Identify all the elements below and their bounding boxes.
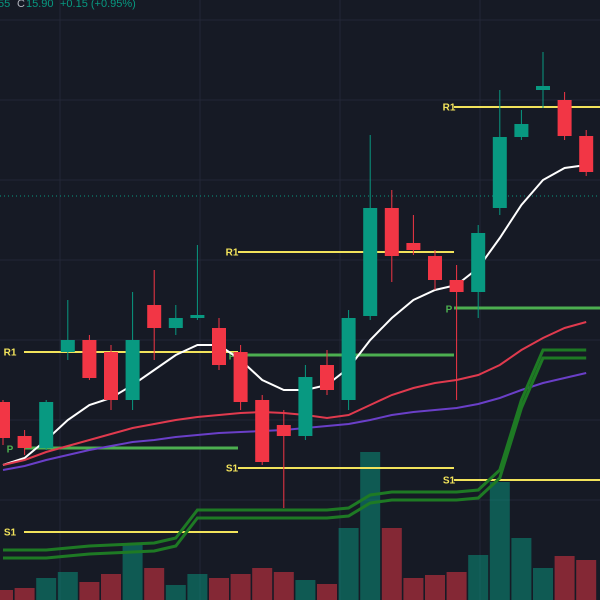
volume-bar [79, 582, 100, 600]
volume-bar [122, 544, 143, 600]
candle-body [82, 340, 97, 378]
candle-body [384, 208, 399, 256]
header-change: +0.15 (+0.95%) [60, 0, 136, 10]
candle-body [492, 137, 507, 208]
volume-bar [295, 580, 316, 600]
candle-body [406, 243, 421, 250]
candle-body [147, 305, 162, 328]
indicator-line [3, 356, 587, 560]
volume-bar [57, 572, 78, 600]
candle-body [514, 124, 529, 137]
volume-bar [533, 568, 553, 600]
candle-body [536, 86, 550, 90]
candle-body [255, 400, 270, 462]
volume-bar [36, 578, 57, 600]
pivot-label: P [7, 445, 14, 456]
header-close: 15.90 [26, 0, 54, 10]
candle-body [233, 352, 248, 402]
pivot-label: R1 [443, 103, 456, 114]
volume-bar [511, 538, 532, 600]
volume-bar [576, 560, 597, 600]
indicator-line [2, 321, 587, 466]
candle-body [557, 100, 572, 136]
candle-body [341, 318, 356, 400]
volume-bar [338, 528, 359, 600]
header-prev: 55 [0, 0, 10, 10]
volume-bar [554, 556, 575, 600]
volume-bar [360, 452, 381, 600]
candle-body [449, 280, 464, 292]
volume-bar [187, 574, 208, 600]
candle-body [190, 315, 205, 318]
volume-bar [489, 482, 510, 600]
candle-body [579, 136, 594, 172]
candle-body [60, 340, 75, 352]
candle-body [212, 328, 226, 365]
pivot-label: S1 [4, 528, 17, 539]
pivot-label: S1 [443, 476, 456, 487]
candle-body [125, 340, 140, 400]
volume-bar [209, 578, 229, 600]
pivot-label: S1 [226, 464, 239, 475]
indicator-line [3, 348, 587, 552]
volume-bar [14, 588, 35, 600]
candle-body [298, 377, 313, 436]
volume-bar [425, 575, 445, 600]
candle-body [104, 352, 118, 400]
pivot-label: P [229, 352, 236, 363]
volume-bar [468, 555, 489, 600]
indicator-line [2, 372, 587, 471]
pivot-label: R1 [4, 348, 17, 359]
candle-body [39, 402, 54, 448]
volume-bar [144, 568, 165, 600]
volume-bar [0, 590, 13, 600]
candle-body [276, 425, 291, 436]
header-close-label: C [17, 0, 25, 10]
candle-body [0, 402, 10, 438]
pivot-label: P [446, 305, 453, 316]
candle-body [471, 233, 486, 292]
volume-bar [101, 574, 121, 600]
candle-body [320, 365, 334, 390]
volume-bar [446, 572, 467, 600]
candle-body [168, 318, 183, 328]
candle-body [17, 436, 32, 448]
pivot-label: R1 [226, 248, 239, 259]
volume-bar [381, 528, 402, 600]
volume-bar [230, 574, 251, 600]
indicator-line [2, 164, 587, 466]
volume-bar [165, 585, 186, 600]
candle-body [428, 256, 442, 280]
volume-bar [317, 584, 337, 600]
candle-body [363, 208, 378, 316]
volume-bar [273, 572, 294, 600]
volume-bar [252, 568, 273, 600]
volume-bar [403, 578, 424, 600]
